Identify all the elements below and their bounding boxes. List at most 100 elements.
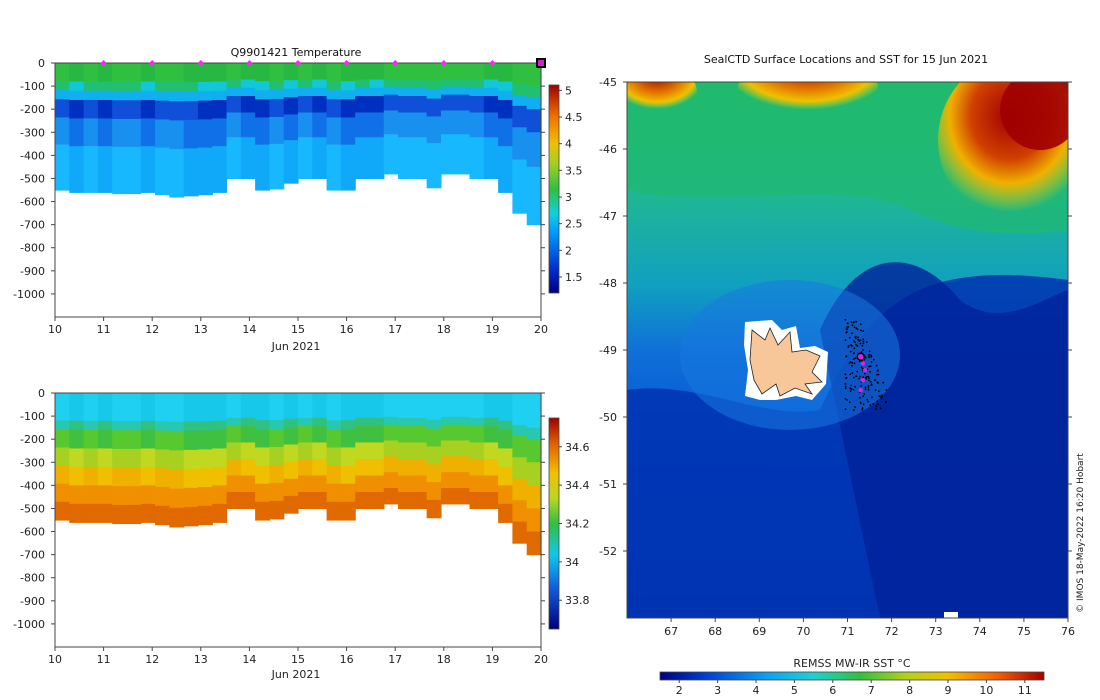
section-cell: [512, 435, 528, 448]
section-cell: [97, 513, 113, 523]
section-cell: [169, 459, 185, 471]
section-cell: [140, 466, 156, 477]
section-cell: [97, 81, 113, 92]
section-cell: [197, 440, 213, 451]
section-cell: [340, 411, 356, 421]
section-cell: [469, 63, 485, 72]
section-cell: [369, 137, 385, 147]
seal-track-points: [844, 318, 888, 412]
section-cell: [83, 429, 99, 440]
track-point: [845, 355, 848, 357]
section-cell: [498, 127, 514, 138]
section-cell: [283, 165, 299, 176]
section-cell: [240, 170, 256, 180]
section-cell: [269, 161, 285, 172]
section-cell: [426, 410, 442, 421]
section-cell: [69, 513, 85, 523]
track-point: [877, 369, 879, 372]
section-cell: [226, 491, 242, 501]
section-cell: [140, 99, 156, 110]
section-cell: [69, 429, 85, 440]
section-cell: [255, 420, 271, 430]
track-point: [879, 407, 882, 410]
section-cell: [369, 434, 385, 444]
section-cell: [412, 409, 428, 419]
profile-marker: [440, 60, 447, 66]
section-cell: [455, 432, 471, 442]
section-cell: [455, 70, 471, 80]
section-cell: [398, 500, 413, 510]
x-tick-label: 20: [534, 323, 548, 336]
section-cell: [526, 190, 542, 203]
section-cell: [298, 425, 313, 435]
section-cell: [483, 483, 499, 493]
section-cell: [55, 108, 70, 119]
section-cell: [512, 532, 528, 544]
track-point: [877, 382, 879, 384]
section-cell: [526, 462, 542, 475]
section-cell: [169, 421, 185, 432]
section-cell: [97, 109, 113, 120]
salinity-colorbar-ticks: 33.8 34 34.2 34.4 34.6: [559, 441, 590, 607]
section-cell: [55, 465, 70, 476]
section-cell: [112, 100, 128, 111]
section-cell: [469, 79, 485, 89]
section-cell: [212, 155, 228, 166]
section-cell: [526, 120, 542, 133]
section-cell: [355, 120, 371, 130]
section-cell: [155, 487, 170, 498]
section-cell: [126, 448, 142, 459]
section-cell: [526, 450, 542, 463]
track-point: [867, 400, 870, 403]
track-point: [861, 407, 864, 410]
y-tick-label: -600: [20, 196, 45, 209]
section-cell: [212, 439, 228, 450]
track-point: [859, 401, 862, 404]
section-cell: [169, 91, 185, 102]
section-cell: [455, 78, 471, 88]
section-cell: [83, 457, 99, 468]
section-cell: [440, 63, 456, 72]
section-cell: [269, 98, 285, 109]
section-cell: [197, 81, 213, 92]
section-cell: [498, 72, 514, 83]
track-point: [850, 388, 853, 390]
section-cell: [426, 169, 442, 180]
section-cell: [226, 87, 242, 97]
section-cell: [269, 419, 285, 430]
section-cell: [398, 161, 413, 171]
track-point: [848, 345, 850, 347]
section-cell: [326, 456, 342, 467]
section-cell: [512, 170, 528, 182]
section-cell: [97, 393, 113, 403]
section-cell: [183, 91, 199, 102]
sst-tick-label: 7: [868, 684, 875, 697]
track-point: [859, 342, 862, 345]
section-cell: [255, 456, 271, 467]
section-cell: [55, 474, 70, 485]
section-cell: [412, 425, 428, 435]
section-cell: [455, 472, 471, 481]
section-cell: [512, 127, 528, 139]
section-cell: [283, 114, 299, 124]
section-cell: [398, 434, 413, 444]
x-tick-label: 13: [194, 653, 208, 666]
section-cell: [469, 71, 485, 81]
section-cell: [126, 72, 142, 83]
section-cell: [226, 458, 242, 468]
section-cell: [255, 72, 271, 82]
section-cell: [83, 183, 99, 193]
recent-surface-locations: [856, 352, 868, 393]
section-cell: [398, 137, 413, 147]
section-cell: [440, 480, 456, 489]
section-cell: [340, 72, 356, 82]
section-cell: [169, 431, 185, 442]
section-cell: [412, 450, 428, 460]
section-cell: [226, 450, 242, 460]
section-cell: [440, 432, 456, 442]
section-cell: [369, 442, 385, 452]
section-cell: [326, 63, 342, 73]
section-cell: [140, 63, 156, 73]
track-point: [850, 321, 853, 323]
section-cell: [383, 126, 399, 135]
